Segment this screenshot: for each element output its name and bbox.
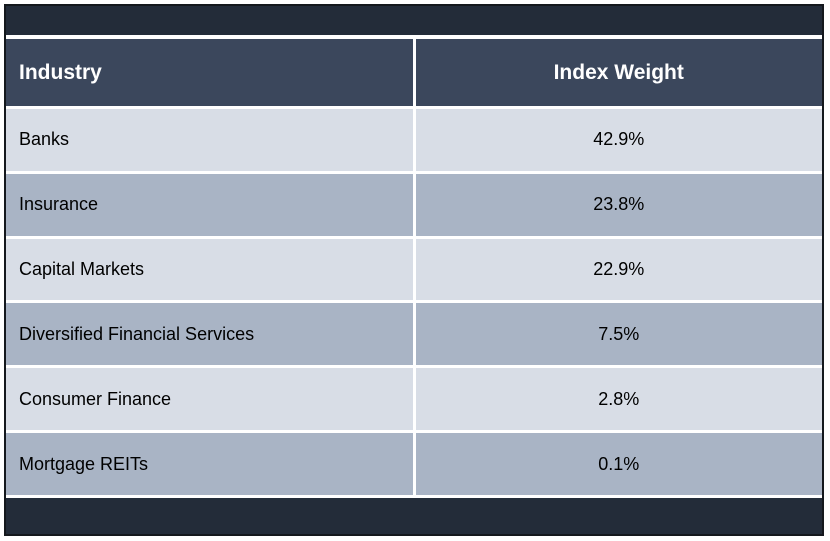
industry-cell: Insurance [6, 173, 413, 236]
industry-cell: Capital Markets [6, 238, 413, 301]
weight-cell: 2.8% [415, 368, 822, 431]
industry-cell: Consumer Finance [6, 368, 413, 431]
top-accent-bar [6, 6, 822, 35]
column-header-industry: Industry [6, 39, 413, 106]
column-header-index-weight: Index Weight [415, 39, 822, 106]
industry-cell: Mortgage REITs [6, 433, 413, 495]
industry-cell: Diversified Financial Services [6, 303, 413, 366]
weight-cell: 0.1% [415, 433, 822, 495]
table-frame: Industry Index Weight Banks 42.9% Insura… [4, 4, 824, 536]
weight-cell: 22.9% [415, 238, 822, 301]
bottom-accent-bar [6, 498, 822, 534]
weight-cell: 7.5% [415, 303, 822, 366]
weight-cell: 23.8% [415, 173, 822, 236]
industry-cell: Banks [6, 109, 413, 171]
weight-cell: 42.9% [415, 109, 822, 171]
industry-index-weight-table: Industry Index Weight Banks 42.9% Insura… [6, 39, 822, 495]
